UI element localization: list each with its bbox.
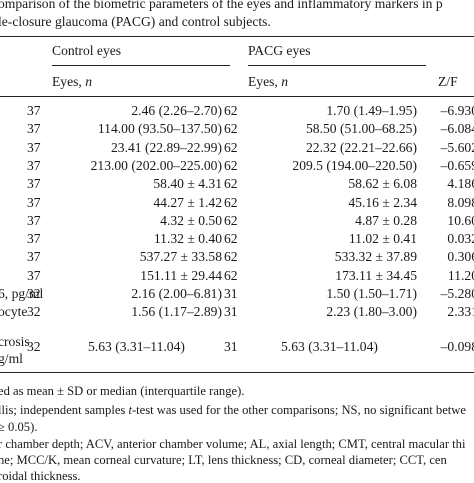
table-caption-line-2: le-closure glaucoma (PACG) and control s… (0, 14, 271, 29)
n-pacg: 62 (224, 158, 238, 173)
section-label: ocyte (0, 304, 28, 319)
table-header-rule (0, 96, 474, 97)
pacg-eyes-n-label: Eyes, n (248, 74, 289, 89)
pacg-eyes-header: PACG eyes (248, 43, 311, 58)
value-pacg: 58.62 ± 6.08 (348, 176, 417, 191)
necrosis-value-control: 5.63 (3.31–11.04) (88, 339, 185, 354)
necrosis-label-line-1: crosis (0, 334, 30, 349)
footnote-2-part-b: -test was used for the other comparisons… (131, 403, 466, 417)
value-control: 537.27 ± 33.58 (139, 249, 222, 264)
value-pacg: 173.11 ± 34.45 (335, 268, 417, 283)
value-control: 151.11 ± 29.44 (140, 268, 222, 283)
zf-value: 11.20 (447, 268, 474, 283)
footnote-2-part-a: llis; independent samples (0, 403, 129, 417)
n-control: 37 (27, 176, 41, 191)
n-control: 37 (27, 249, 41, 264)
control-eyes-header: Control eyes (52, 43, 122, 58)
value-pacg: 11.02 ± 0.41 (348, 231, 417, 246)
necrosis-zf: –0.098 (440, 339, 474, 354)
pacg-group-rule (248, 65, 426, 66)
zf-value: 2.331 (447, 304, 474, 319)
footnote-4: r chamber depth; ACV, anterior chamber v… (0, 437, 466, 451)
value-control: 2.46 (2.26–2.70) (131, 103, 222, 118)
table-bottom-rule (0, 372, 474, 373)
value-control: 23.41 (22.89–22.99) (110, 140, 222, 155)
row-label: 6, pg/ml (0, 286, 44, 301)
zf-value: 0.306 (447, 249, 474, 264)
n-pacg: 62 (224, 121, 238, 136)
footnote-5: ne; MCC/K, mean corneal curvature; LT, l… (0, 453, 447, 467)
control-eyes-n-header: Eyes, n (52, 75, 92, 89)
value-pacg: 2.23 (1.80–3.00) (326, 304, 417, 319)
value-control: 58.40 ± 4.31 (153, 176, 222, 191)
n-pacg: 62 (224, 231, 238, 246)
table-caption-line-1: omparison of the biometric parameters of… (0, 0, 443, 11)
necrosis-label-line-2: g/ml (0, 351, 23, 366)
n-control: 37 (27, 103, 41, 118)
n-pacg: 62 (224, 140, 238, 155)
value-control: 11.32 ± 0.40 (153, 231, 222, 246)
n-pacg: 62 (224, 103, 238, 118)
pacg-eyes-n-header: Eyes, n (248, 75, 288, 89)
n-control: 32 (27, 286, 41, 301)
n-control: 32 (27, 304, 41, 319)
footnote-2-t: t (128, 403, 132, 417)
footnote-6: roidal thickness. (0, 469, 81, 483)
necrosis-n-pacg: 31 (224, 339, 238, 354)
value-control: 1.56 (1.17–2.89) (131, 304, 222, 319)
value-control: 4.32 ± 0.50 (160, 213, 222, 228)
value-control: 44.27 ± 1.42 (153, 195, 222, 210)
n-control: 37 (27, 140, 41, 155)
n-control: 37 (27, 195, 41, 210)
zf-value: 8.098 (447, 195, 474, 210)
value-pacg: 1.50 (1.50–1.71) (326, 286, 417, 301)
n-pacg: 31 (224, 304, 238, 319)
necrosis-n-control: 32 (27, 339, 41, 354)
n-pacg: 62 (224, 213, 238, 228)
zf-value: 10.60 (447, 213, 474, 228)
value-control: 114.00 (93.50–137.50) (97, 121, 222, 136)
zf-value: –6.084 (440, 121, 474, 136)
table-top-rule (0, 36, 474, 37)
zf-header: Z/F (438, 74, 458, 89)
zf-value: 0.032 (447, 231, 474, 246)
n-control: 37 (27, 158, 41, 173)
n-control: 37 (27, 121, 41, 136)
footnote-2: llis; independent samples t-test was use… (0, 404, 466, 417)
zf-value: 4.186 (447, 176, 474, 191)
necrosis-value-pacg: 5.63 (3.31–11.04) (281, 339, 378, 354)
footnote-3: ≥ 0.05). (0, 420, 38, 434)
value-pacg: 22.32 (22.21–22.66) (305, 140, 417, 155)
value-pacg: 533.32 ± 37.89 (334, 249, 417, 264)
zf-value: –0.659 (440, 158, 474, 173)
value-pacg: 58.50 (51.00–68.25) (305, 121, 417, 136)
zf-value: –5.602 (440, 140, 474, 155)
value-control: 2.16 (2.00–6.81) (131, 286, 222, 301)
n-pacg: 62 (224, 176, 238, 191)
n-pacg: 62 (224, 195, 238, 210)
n-pacg: 62 (224, 249, 238, 264)
value-pacg: 209.5 (194.00–220.50) (292, 158, 417, 173)
n-pacg: 31 (224, 286, 238, 301)
n-control: 37 (27, 231, 41, 246)
value-control: 213.00 (202.00–225.00) (90, 158, 222, 173)
control-eyes-n-label: Eyes, n (52, 74, 93, 89)
n-pacg: 62 (224, 268, 238, 283)
zf-value: –6.930 (440, 103, 474, 118)
footnote-1: ed as mean ± SD or median (interquartile… (0, 384, 245, 398)
n-control: 37 (27, 213, 41, 228)
value-pacg: 4.87 ± 0.28 (355, 213, 417, 228)
control-group-rule (52, 65, 230, 66)
value-pacg: 45.16 ± 2.34 (348, 195, 417, 210)
n-control: 37 (27, 268, 41, 283)
zf-value: –5.280 (440, 286, 474, 301)
value-pacg: 1.70 (1.49–1.95) (326, 103, 417, 118)
